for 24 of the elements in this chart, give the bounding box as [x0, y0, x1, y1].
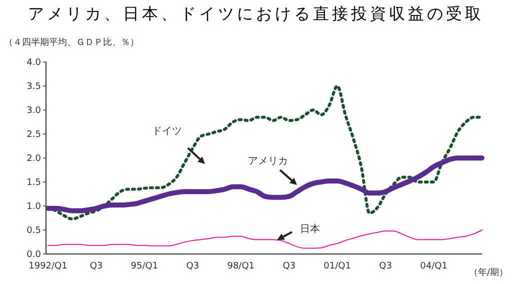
y-tick-label: 1.5 [26, 178, 41, 188]
x-tick-label: 95/Q1 [130, 261, 158, 272]
x-tick-label: Q3 [186, 261, 200, 272]
y-tick-label: 0.0 [26, 250, 42, 260]
x-tick-label: Q3 [379, 261, 392, 272]
series-label: ドイツ [152, 125, 182, 138]
chart-title: アメリカ、日本、ドイツにおける直接投資収益の受取 [27, 4, 485, 25]
x-tick-label: Q3 [282, 261, 296, 272]
y-tick-label: 3.5 [26, 82, 41, 92]
y-tick-label: 1.0 [26, 202, 42, 212]
chart-subtitle: （４四半期平均、ＧＤＰ比、％） [4, 36, 139, 49]
x-tick-label: 04/Q1 [420, 261, 448, 272]
series-label: 日本 [300, 222, 320, 236]
x-tick-label: 1992/Q1 [28, 261, 68, 272]
y-tick-label: 3.0 [26, 106, 42, 116]
x-tick-label: 98/Q1 [227, 261, 255, 272]
y-tick-label: 0.5 [26, 226, 41, 236]
x-tick-label: 01/Q1 [324, 261, 351, 272]
y-tick-label: 2.0 [26, 154, 42, 164]
x-tick-label: Q3 [90, 261, 103, 272]
text: アメリカ [248, 155, 288, 168]
x-axis-title: （年/期） [468, 266, 508, 279]
y-tick-label: 4.0 [26, 58, 42, 68]
y-tick-label: 2.5 [26, 130, 41, 140]
